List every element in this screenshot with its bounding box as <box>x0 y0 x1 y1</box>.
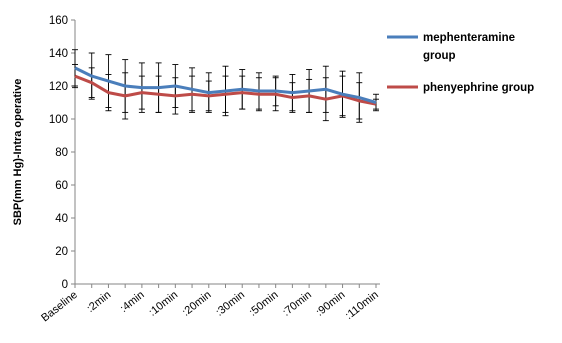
x-tick-label: :70min <box>281 289 314 319</box>
series-line <box>74 74 377 106</box>
y-tick-label: 100 <box>49 114 68 126</box>
legend-label: mephenteramine <box>423 32 515 44</box>
y-axis-ticks: 0 20 40 60 80 100 120 140 160 <box>49 15 75 291</box>
series-line <box>74 66 377 104</box>
x-tick-label: :110min <box>343 289 381 322</box>
x-tick-label: Baseline <box>39 289 80 324</box>
error-bars <box>72 49 379 123</box>
y-tick-label: 20 <box>55 246 68 258</box>
x-tick-label: :4min <box>118 289 147 315</box>
x-tick-label: :90min <box>314 289 347 319</box>
y-tick-label: 40 <box>55 213 68 225</box>
y-axis-label: SBP(mm Hg)-Intra operative <box>12 79 24 226</box>
x-tick-label: :30min <box>214 289 247 319</box>
x-tick-label: :10min <box>147 289 180 319</box>
x-tick-label: :2min <box>85 289 114 315</box>
legend-label: group <box>423 50 456 62</box>
y-tick-label: 120 <box>49 81 68 93</box>
legend-label: phenyephrine group <box>423 82 534 94</box>
legend: mephenteramine group phenyephrine group <box>387 32 534 94</box>
x-tick-label: :50min <box>247 289 280 319</box>
y-tick-label: 140 <box>49 48 68 60</box>
y-tick-label: 160 <box>49 15 68 27</box>
y-tick-label: 80 <box>55 147 68 159</box>
y-tick-label: 60 <box>55 180 68 192</box>
series-lines <box>74 66 377 106</box>
x-tick-label: :20min <box>180 289 213 319</box>
y-tick-label: 0 <box>62 279 68 291</box>
x-axis-ticks: Baseline:2min:4min:10min:20min:30min:50m… <box>39 284 381 324</box>
